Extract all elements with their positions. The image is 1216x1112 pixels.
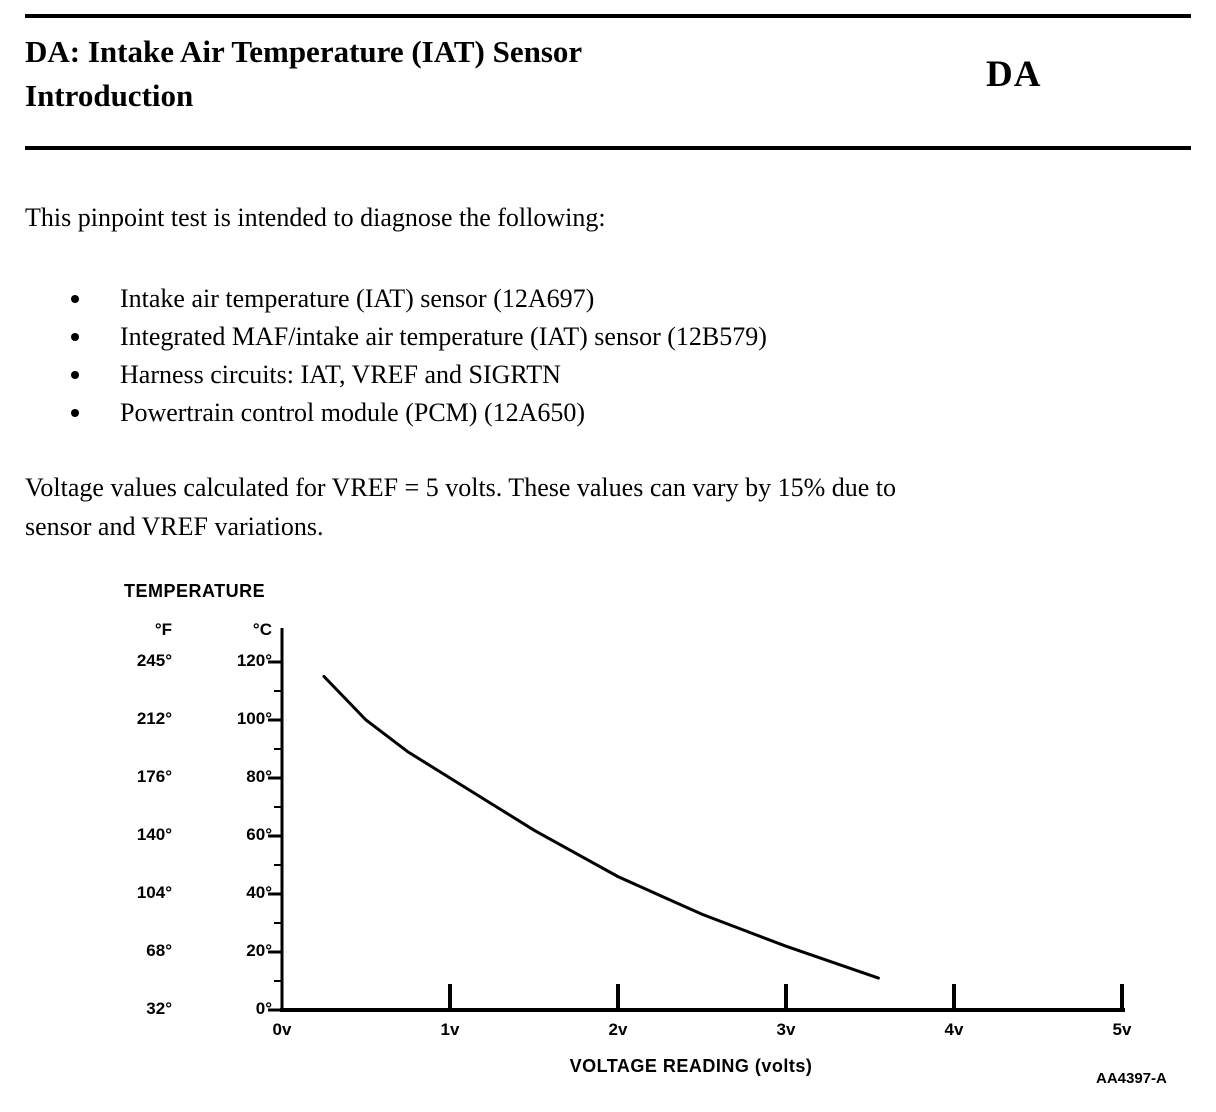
chart-x-axis-title: VOLTAGE READING (volts) <box>569 1056 813 1076</box>
page-title: DA: Intake Air Temperature (IAT) Sensor … <box>25 34 583 113</box>
bullet-item: Powertrain control module (PCM) (12A650) <box>25 394 767 432</box>
y-tick-label-fahrenheit: 32° <box>146 999 172 1018</box>
unit-celsius-label: °C <box>252 620 272 639</box>
y-tick-label-celsius: 20° <box>246 941 272 960</box>
bullet-item: Integrated MAF/intake air temperature (I… <box>25 318 767 356</box>
top-divider-rule <box>25 14 1191 18</box>
y-tick-label-fahrenheit: 140° <box>136 825 172 844</box>
x-tick-label-volts: 4v <box>944 1020 964 1039</box>
figure-code: AA4397-A <box>1096 1070 1167 1087</box>
y-tick-label-fahrenheit: 104° <box>136 883 172 902</box>
chart-y-axis-title: TEMPERATURE <box>124 581 266 601</box>
y-tick-label-fahrenheit: 245° <box>136 651 172 670</box>
x-tick-label-volts: 2v <box>608 1020 628 1039</box>
y-tick-label-fahrenheit: 68° <box>146 941 172 960</box>
y-tick-label-celsius: 60° <box>246 825 272 844</box>
bullet-item: Harness circuits: IAT, VREF and SIGRTN <box>25 356 767 394</box>
x-tick-label-volts: 0v <box>272 1020 292 1039</box>
x-tick-label-volts: 5v <box>1112 1020 1132 1039</box>
y-tick-label-celsius: 100° <box>236 709 272 728</box>
iat-temperature-curve <box>322 675 880 980</box>
voltage-note-paragraph: Voltage values calculated for VREF = 5 v… <box>25 473 897 541</box>
y-tick-label-fahrenheit: 176° <box>136 767 172 786</box>
intro-paragraph: This pinpoint test is intended to diagno… <box>25 203 606 232</box>
unit-fahrenheit-label: °F <box>154 620 172 639</box>
header-divider-rule <box>25 146 1191 150</box>
x-tick-label-volts: 3v <box>776 1020 796 1039</box>
x-tick-label-volts: 1v <box>440 1020 460 1039</box>
y-tick-label-celsius: 0° <box>255 999 272 1018</box>
chart-canvas <box>268 628 1125 1012</box>
y-tick-label-celsius: 120° <box>236 651 272 670</box>
section-code: DA <box>986 54 1042 95</box>
bullet-list: Intake air temperature (IAT) sensor (12A… <box>25 280 767 432</box>
y-tick-label-celsius: 40° <box>246 883 272 902</box>
bullet-item: Intake air temperature (IAT) sensor (12A… <box>25 280 767 318</box>
y-tick-label-fahrenheit: 212° <box>136 709 172 728</box>
y-tick-label-celsius: 80° <box>246 767 272 786</box>
